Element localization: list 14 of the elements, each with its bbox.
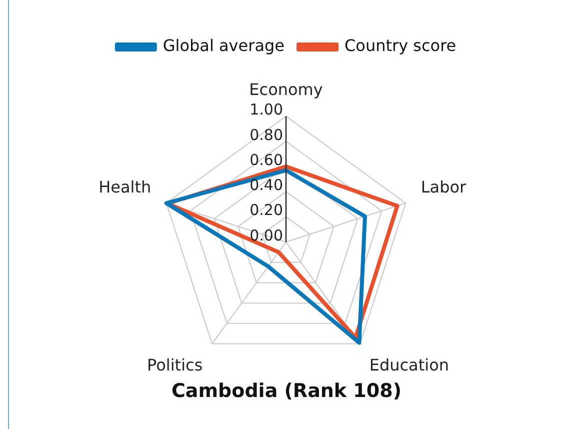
spoke-label: Politics xyxy=(147,355,203,374)
y-tick-label: 0.20 xyxy=(250,201,283,220)
spoke-label: Health xyxy=(98,178,152,197)
y-tick-label: 0.40 xyxy=(250,176,283,194)
y-tick-label: 0.60 xyxy=(250,150,283,169)
text: Cambodia (Rank 108) xyxy=(170,380,403,402)
y-tick-label: 1.00 xyxy=(250,100,283,119)
spoke-label: Labor xyxy=(420,178,467,197)
spoke-label: Education xyxy=(369,355,450,374)
legend-label: Global average xyxy=(162,36,284,56)
y-tick-label: 0.00 xyxy=(250,226,283,244)
spoke-label: Economy xyxy=(249,80,323,99)
y-tick-label: 0.80 xyxy=(250,126,283,144)
legend-label: Country score xyxy=(344,36,456,56)
